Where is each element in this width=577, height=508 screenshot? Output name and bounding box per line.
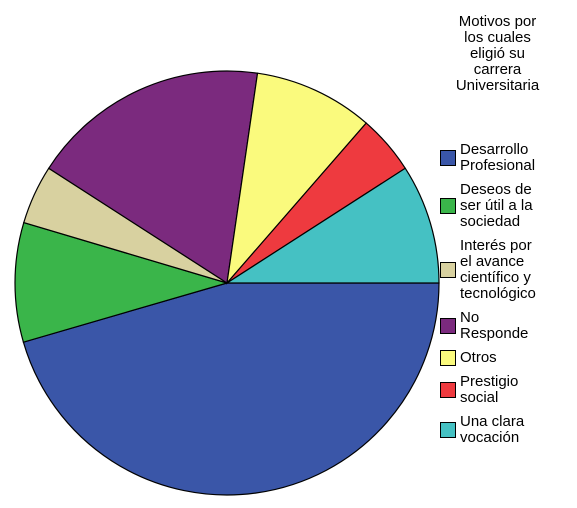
legend-label: Prestigio social bbox=[460, 373, 519, 406]
legend-label: Desarrollo Profesional bbox=[460, 141, 536, 174]
legend-label: Una clara vocación bbox=[460, 413, 525, 446]
legend-item: Una clara vocación bbox=[440, 414, 575, 446]
legend-label: Otros bbox=[460, 349, 497, 366]
legend-swatch bbox=[440, 318, 456, 334]
legend-item: Otros bbox=[440, 350, 575, 366]
legend: Desarrollo Profesional Deseos de ser útil… bbox=[440, 142, 575, 454]
pie-slice bbox=[224, 167, 440, 284]
pie-slice bbox=[22, 282, 440, 496]
legend-swatch bbox=[440, 350, 456, 366]
pie-slice bbox=[47, 70, 259, 285]
legend-item: Deseos de ser útil a la sociedad bbox=[440, 182, 575, 230]
legend-item: No Responde bbox=[440, 310, 575, 342]
legend-item: Interés por el avance científico y tecno… bbox=[440, 238, 575, 302]
legend-label: Interés por el avance científico y tecno… bbox=[460, 237, 536, 302]
legend-item: Desarrollo Profesional bbox=[440, 142, 575, 174]
legend-swatch bbox=[440, 422, 456, 438]
legend-swatch bbox=[440, 262, 456, 278]
legend-swatch bbox=[440, 198, 456, 214]
pie-slice bbox=[226, 72, 368, 285]
legend-title: Motivos por los cuales eligió su carrera… bbox=[455, 13, 540, 94]
legend-label: Deseos de ser útil a la sociedad bbox=[460, 181, 533, 230]
legend-item: Prestigio social bbox=[440, 374, 575, 406]
legend-label: No Responde bbox=[460, 309, 529, 342]
legend-swatch bbox=[440, 382, 456, 398]
legend-swatch bbox=[440, 150, 456, 166]
pie-slice bbox=[14, 221, 230, 343]
